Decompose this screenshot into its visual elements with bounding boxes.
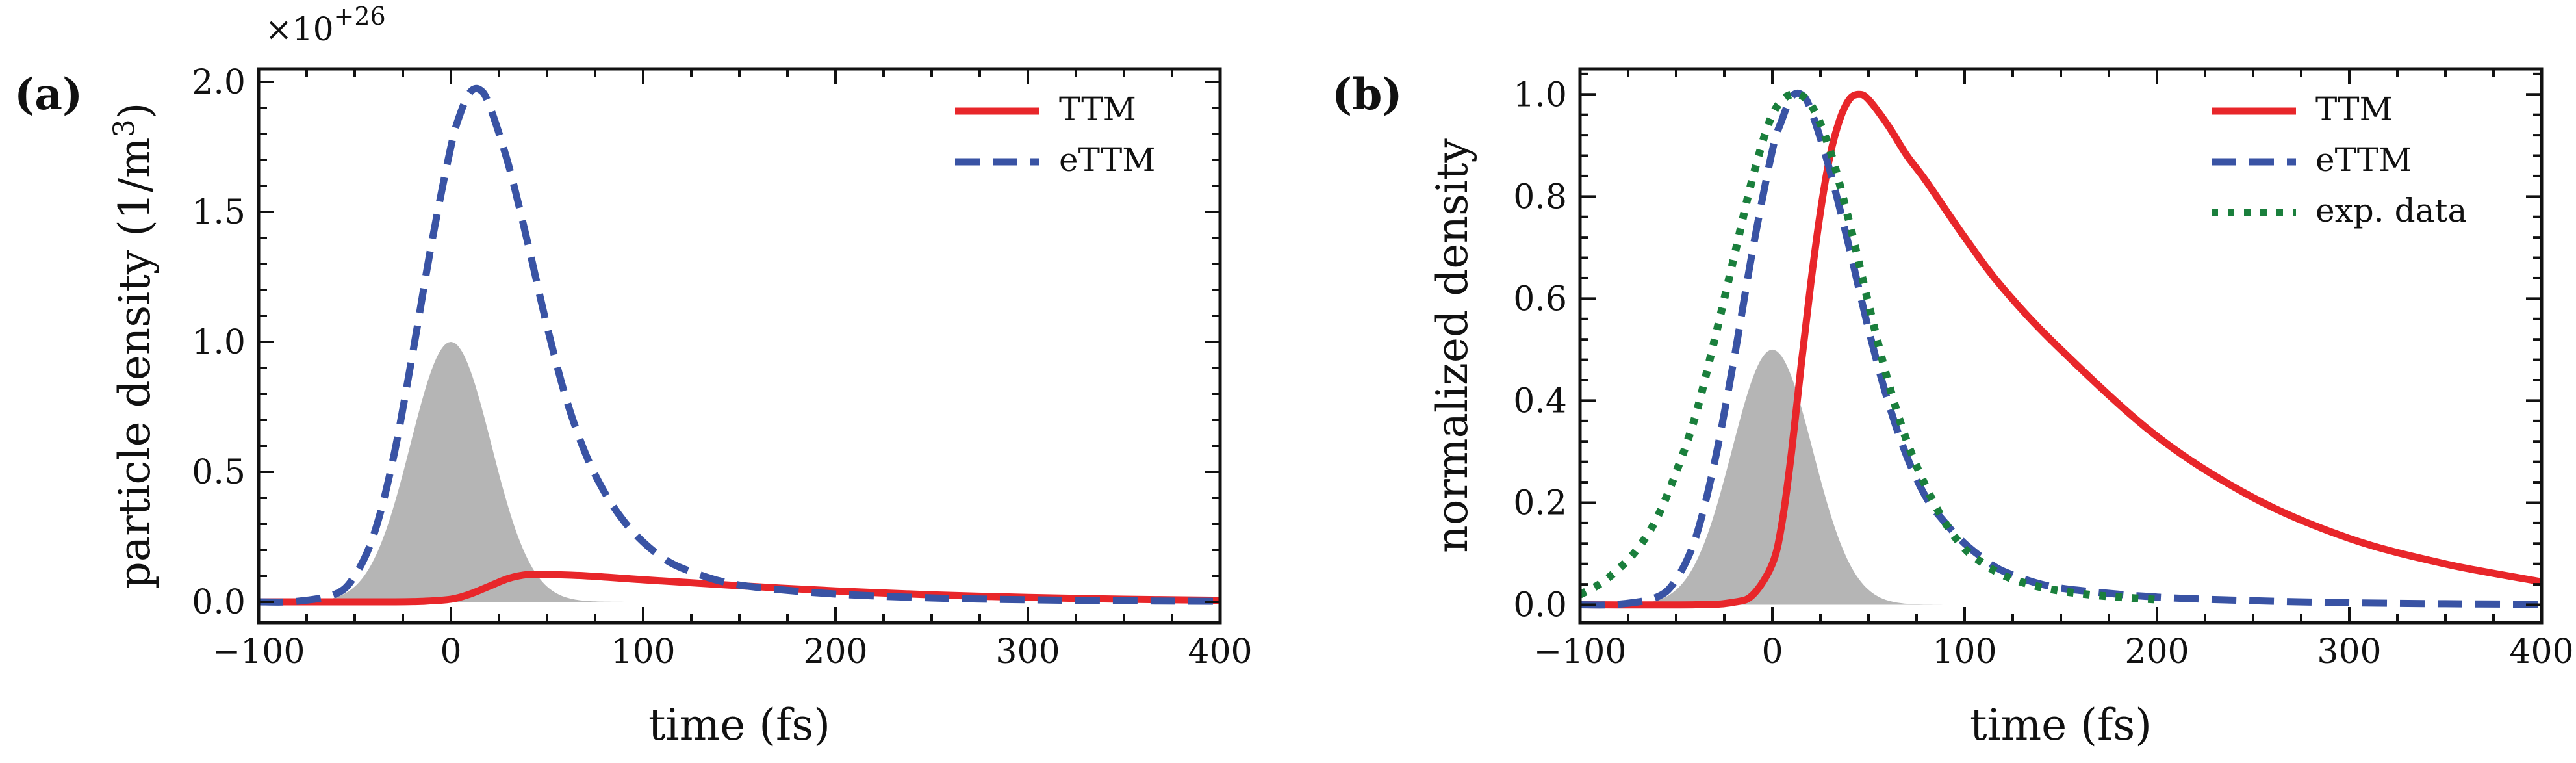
legend-label: eTTM [2315, 141, 2412, 179]
panel-b-plot: −100 0 100 200 300 400 0.0 0.2 0.4 0.6 0.8 1.0 time … [1332, 67, 2574, 750]
legend-label: TTM [2315, 90, 2393, 128]
x-tick-label: 400 [1188, 632, 1252, 671]
laser-pulse-area [259, 342, 643, 602]
legend-label: exp. data [2315, 192, 2467, 229]
y-tick-label: 1.0 [1513, 75, 1567, 114]
y-tick-label: 0.0 [1513, 586, 1567, 625]
panel-label: (a) [14, 69, 83, 120]
legend-label: eTTM [1059, 141, 1155, 179]
y-tick-label: 1.0 [192, 323, 246, 362]
y-tick-label: 0.4 [1513, 382, 1567, 420]
plot-area-a [259, 84, 1220, 606]
x-tick-label: 200 [2124, 632, 2189, 671]
x-tick-label: −100 [1534, 632, 1627, 671]
y-multiplier-label: ×10+26 [265, 2, 386, 48]
ticks [1579, 69, 2543, 623]
ticks [257, 69, 1221, 623]
panel-label: (b) [1332, 69, 1403, 120]
x-tick-label: 0 [440, 632, 461, 671]
ettm-line [259, 84, 1220, 606]
y-tick-label: 0.6 [1513, 279, 1567, 318]
legend: TTM eTTM [955, 90, 1155, 179]
ettm-line [1580, 89, 2542, 609]
x-tick-label: 400 [2509, 632, 2573, 671]
x-tick-label: 100 [611, 632, 675, 671]
y-tick-label: 2.0 [192, 63, 246, 102]
legend: TTM eTTM exp. data [2212, 90, 2467, 229]
legend-label: TTM [1059, 90, 1136, 128]
x-tick-label: −100 [212, 632, 305, 671]
y-axis-label: particle density (1/m3) [108, 103, 160, 589]
x-tick-label: 300 [995, 632, 1060, 671]
y-tick-label: 0.8 [1513, 177, 1567, 216]
panel-a-plot: −100 0 100 200 300 400 0.0 0.5 1.0 1.5 2.0 time (fs… [14, 2, 1253, 750]
y-tick-label: 0.0 [192, 583, 246, 622]
x-tick-label: 100 [1932, 632, 1996, 671]
y-axis-label: normalized density [1427, 138, 1477, 552]
x-axis-label: time (fs) [648, 700, 830, 750]
plot-area-b [1580, 89, 2542, 609]
x-tick-label: 200 [803, 632, 867, 671]
ttm-line [1580, 90, 2542, 609]
x-axis-label: time (fs) [1970, 700, 2152, 750]
y-tick-label: 1.5 [192, 193, 246, 232]
x-tick-label: 0 [1761, 632, 1783, 671]
y-tick-label: 0.2 [1513, 484, 1567, 523]
x-tick-label: 300 [2317, 632, 2381, 671]
laser-pulse-area [1580, 349, 1965, 605]
y-tick-label: 0.5 [192, 453, 246, 492]
